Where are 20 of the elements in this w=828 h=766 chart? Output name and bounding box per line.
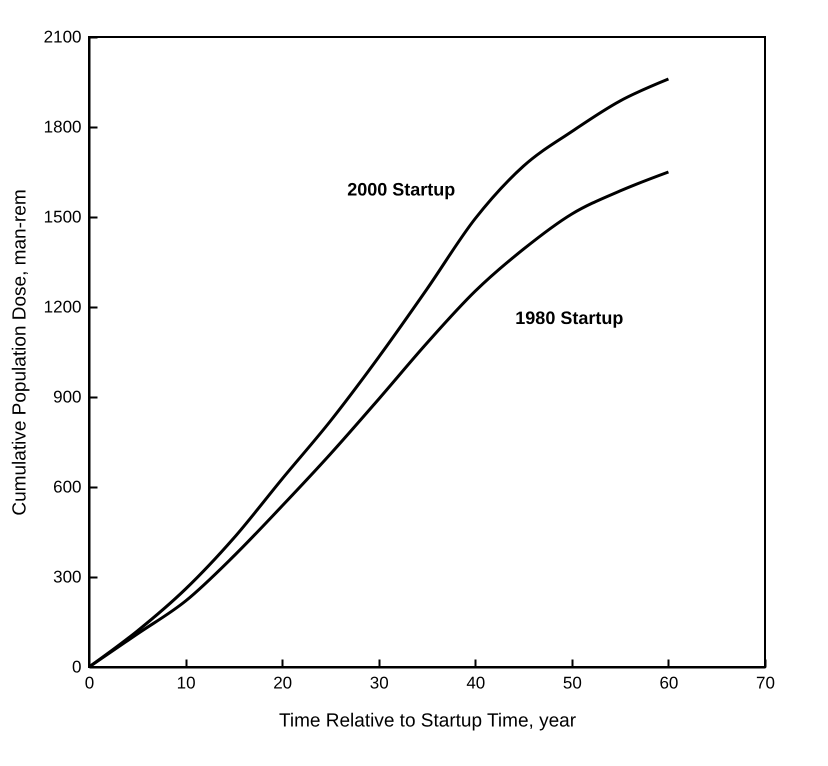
y-tick-label: 1800 (44, 118, 82, 136)
x-tick-label: 20 (273, 674, 292, 692)
y-tick-label: 300 (53, 568, 82, 586)
x-tick-label: 70 (756, 674, 775, 692)
x-tick-label: 10 (176, 674, 196, 692)
y-axis-title: Cumulative Population Dose, man-rem (10, 189, 31, 516)
y-tick-label: 900 (53, 388, 82, 406)
y-tick-label: 1500 (44, 208, 82, 226)
x-tick-label: 40 (466, 674, 486, 692)
text: 1980 Startup (515, 308, 624, 328)
y-tick-label: 600 (53, 478, 82, 496)
series-label: 2000 Startup (347, 180, 456, 200)
y-tick-label: 2100 (44, 28, 82, 46)
x-tick-label: 0 (84, 674, 94, 692)
x-axis-title: Time Relative to Startup Time, year (278, 710, 577, 732)
y-tick-label: 1200 (44, 298, 82, 316)
y-tick-label: 0 (72, 658, 82, 676)
x-tick-label: 30 (370, 674, 389, 692)
x-tick-label: 60 (659, 674, 678, 692)
x-tick-label: 50 (562, 674, 582, 692)
